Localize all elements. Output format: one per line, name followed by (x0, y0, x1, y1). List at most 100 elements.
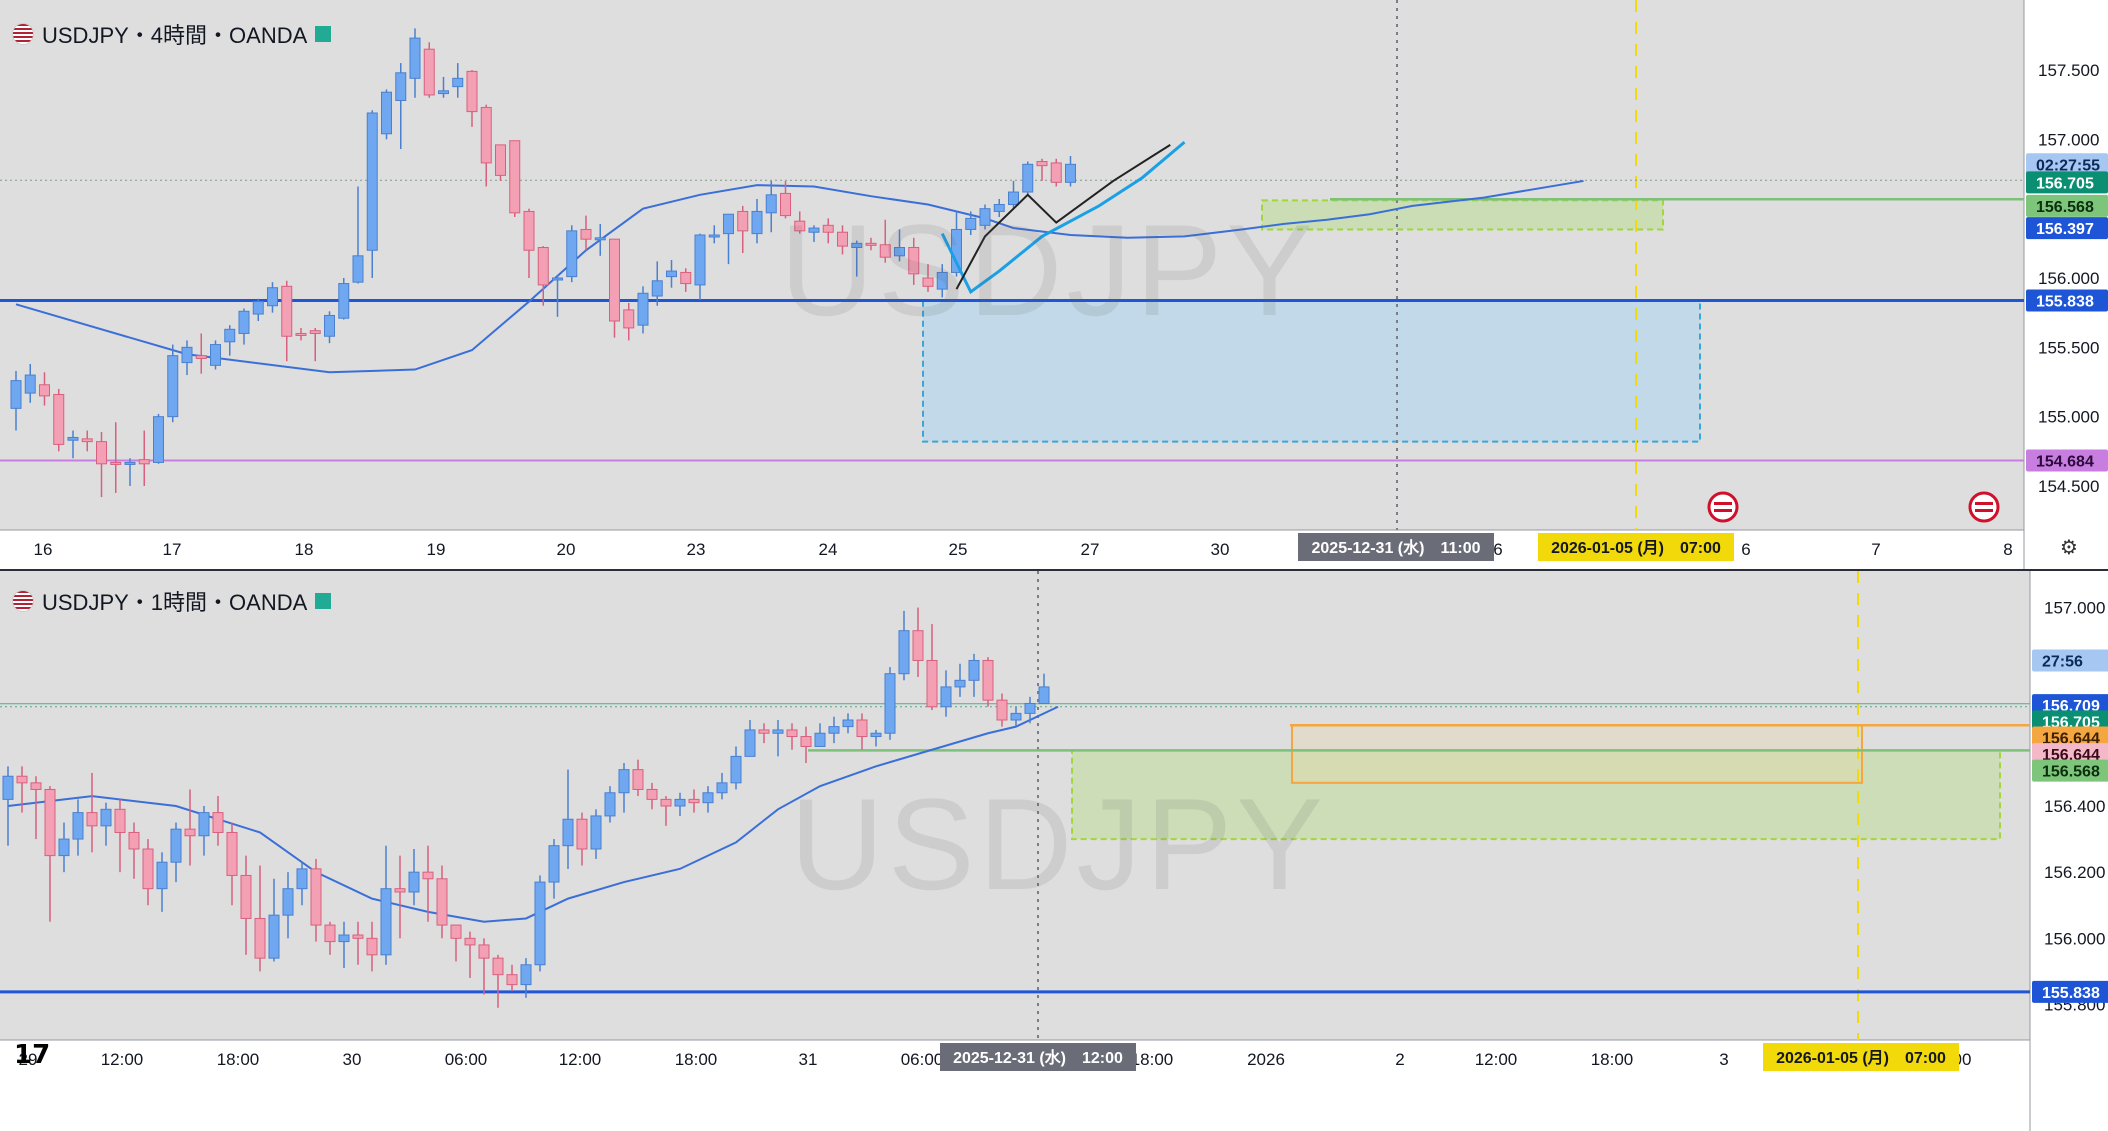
candle-body (53, 393, 65, 445)
event-time-tag (1763, 1043, 1959, 1071)
time-axis-label: 25 (949, 540, 968, 559)
candle-body (780, 192, 791, 217)
price-tag (2026, 171, 2108, 194)
candle-body (618, 769, 630, 794)
candle-body (660, 798, 672, 807)
crosshair-time-label: 2025-12-31 (水) 11:00 (1312, 538, 1481, 557)
time-axis-label: 27 (1081, 540, 1100, 559)
price-axis-label: 156.000 (2038, 269, 2099, 288)
candle-body (408, 871, 420, 893)
candle-body (609, 238, 620, 322)
demand-zone-blue (922, 299, 1701, 443)
candle-body (566, 230, 578, 278)
gear-icon[interactable]: ⚙ (2060, 537, 2078, 559)
moving-average-line (7, 705, 1059, 923)
event-time-label: 2026-01-05 (月) 07:00 (1551, 539, 1721, 557)
candle-body (366, 112, 378, 251)
market-status-icon (315, 593, 332, 609)
candle-body (352, 934, 364, 939)
candle-body (480, 106, 492, 164)
tradingview-logo-icon[interactable]: 𝟭𝟳 (14, 1039, 51, 1069)
candle-body (381, 91, 392, 135)
event-time-tag (1538, 533, 1734, 561)
candlestick-chart-1h[interactable]: 157.000156.400156.200156.000155.80027:56… (0, 571, 2108, 1131)
candle-body (808, 227, 820, 233)
candle-body (212, 812, 224, 833)
candle-body (912, 630, 924, 661)
candle-body (224, 328, 236, 343)
candle-body (1050, 162, 1062, 183)
candle-body (281, 285, 293, 337)
time-axis-label: 18:00 (217, 1050, 260, 1069)
candle-body (537, 246, 549, 286)
us-flag-icon (1968, 491, 2000, 523)
time-axis-label: 20 (557, 540, 576, 559)
symbol-label-1h: USDJPY・1時間・OANDA (42, 590, 308, 615)
candle-body (81, 438, 93, 443)
price-axis-label: 157.000 (2044, 599, 2105, 618)
candle-body (794, 220, 806, 232)
price-tag-label: 27:56 (2042, 653, 2083, 670)
candle-body (1065, 163, 1076, 183)
candle-body (1022, 163, 1034, 193)
time-axis-label: 30 (343, 1050, 362, 1069)
candle-body (680, 271, 692, 285)
candle-body (926, 659, 938, 708)
price-tag-label: 156.568 (2036, 199, 2094, 216)
candle-body (520, 964, 532, 986)
candle-body (39, 384, 50, 397)
time-axis-label: 29 (19, 1050, 38, 1069)
candle-body (786, 729, 798, 738)
candle-body (694, 234, 706, 286)
candle-body (576, 818, 588, 850)
symbol-title-4h[interactable]: USDJPY・4時間・OANDA (12, 18, 332, 50)
support-zone-green (1071, 749, 2001, 841)
time-axis-label: 19 (427, 540, 446, 559)
candle-body (637, 292, 649, 326)
candle-body (509, 140, 521, 214)
candle-body (67, 436, 79, 441)
candle-body (338, 283, 350, 319)
symbol-title-1h[interactable]: USDJPY・1時間・OANDA (12, 585, 332, 617)
time-axis-label: 12:00 (101, 1050, 144, 1069)
candle-body (702, 792, 714, 804)
candle-body (506, 974, 518, 986)
candle-body (438, 90, 449, 95)
candle-body (646, 788, 658, 800)
candle-body (982, 659, 994, 701)
crosshair-time-tag (940, 1043, 1136, 1071)
candle-body (167, 355, 179, 418)
candle-body (464, 937, 476, 946)
candle-body (870, 732, 882, 738)
candle-body (772, 729, 784, 734)
time-axis-label: 06:00 (445, 1050, 488, 1069)
us-flag-stripe (1975, 509, 1993, 512)
time-axis-label: 7 (1871, 540, 1880, 559)
chart-pane-1h[interactable]: 157.000 156.400 156.200 156.000 155.800 27:56… (0, 571, 2108, 1131)
candle-body (898, 630, 910, 675)
price-axis-label: 156.000 (2044, 929, 2105, 948)
price-axis-label: 156.200 (2044, 863, 2105, 882)
candlestick-chart-4h[interactable]: 157.500 157.000 156.000 155.500 155.000 154.5… (0, 0, 2108, 569)
candle-body (338, 934, 350, 943)
candle-body (44, 788, 56, 857)
candle-body (238, 310, 250, 334)
time-axis-label: 8 (2003, 540, 2012, 559)
candle-body (884, 673, 896, 734)
candle-body (86, 812, 98, 827)
candle-body (965, 217, 977, 230)
market-status-icon (315, 26, 332, 42)
candle-body (478, 944, 490, 959)
moving-average-line (15, 179, 1584, 374)
candle-body (226, 831, 238, 876)
candle-body (954, 679, 966, 688)
candle-body (24, 374, 36, 394)
candle-body (394, 888, 406, 893)
chart-pane-4h[interactable]: 157.500 157.000 156.000 155.500 155.000 154.5… (0, 0, 2108, 571)
candle-body (865, 242, 877, 246)
candle-body (1038, 686, 1050, 704)
time-axis-label: 24 (819, 540, 838, 559)
candle-body (623, 309, 635, 329)
time-axis-label: 17 (163, 540, 182, 559)
trend-path-blue (940, 140, 1186, 295)
